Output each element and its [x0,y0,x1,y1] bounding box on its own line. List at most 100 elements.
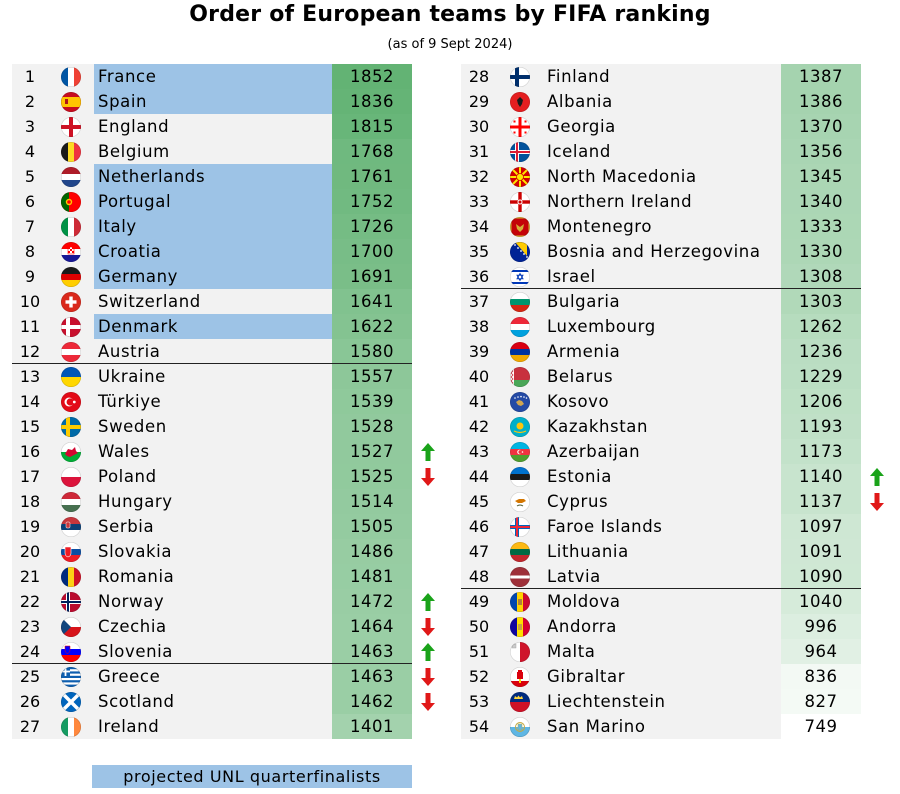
team-points: 1137 [781,489,861,514]
belgium-flag-icon [48,139,94,164]
team-name: Croatia [94,239,332,264]
arrow-cell-empty [861,214,893,239]
slovakia-flag-icon [48,539,94,564]
ukraine-flag-icon [48,364,94,389]
ranking-row-latvia: 48 Latvia 1090 [461,564,893,589]
team-name: Bosnia and Herzegovina [543,239,781,264]
team-points: 1091 [781,539,861,564]
ranking-row-portugal: 6 Portugal 1752 [12,189,444,214]
arrow-cell-empty [412,714,444,739]
team-points: 964 [781,639,861,664]
team-name: Kazakhstan [543,414,781,439]
rank-number: 31 [461,139,497,164]
rank-number: 27 [12,714,48,739]
rank-number: 44 [461,464,497,489]
arrow-cell-empty [412,189,444,214]
rank-number: 21 [12,564,48,589]
team-points: 1387 [781,64,861,89]
ranking-row-georgia: 30 Georgia 1370 [461,114,893,139]
ranking-row-finland: 28 Finland 1387 [461,64,893,89]
team-points: 836 [781,664,861,689]
arrow-up-icon [412,589,444,614]
team-points: 1528 [332,414,412,439]
rank-number: 37 [461,289,497,314]
wales-flag-icon [48,439,94,464]
rank-number: 46 [461,514,497,539]
montenegro-flag-icon [497,214,543,239]
team-points: 996 [781,614,861,639]
rank-number: 39 [461,339,497,364]
ranking-row-wales: 16 Wales 1527 [12,439,444,464]
team-name: Andorra [543,614,781,639]
denmark-flag-icon [48,314,94,339]
ranking-row-armenia: 39 Armenia 1236 [461,339,893,364]
arrow-down-icon [412,664,444,689]
team-points: 1333 [781,214,861,239]
iceland-flag-icon [497,139,543,164]
ranking-row-israel: 36 Israel 1308 [461,264,893,289]
team-name: Liechtenstein [543,689,781,714]
ranking-row-serbia: 19 Serbia 1505 [12,514,444,539]
team-name: Albania [543,89,781,114]
ranking-row-spain: 2 Spain 1836 [12,89,444,114]
rank-number: 10 [12,289,48,314]
team-points: 1641 [332,289,412,314]
rank-number: 53 [461,689,497,714]
arrow-cell-empty [412,564,444,589]
team-points: 1525 [332,464,412,489]
team-points: 1463 [332,664,412,689]
ireland-flag-icon [48,714,94,739]
team-name: Kosovo [543,389,781,414]
armenia-flag-icon [497,339,543,364]
team-name: Hungary [94,489,332,514]
ranking-row-scotland: 26 Scotland 1462 [12,689,444,714]
ranking-row-faroe-islands: 46 Faroe Islands 1097 [461,514,893,539]
arrow-cell-empty [861,289,893,314]
team-name: Montenegro [543,214,781,239]
arrow-cell-empty [861,639,893,664]
ranking-row-bosnia-and-herzegovina: 35 Bosnia and Herzegovina 1330 [461,239,893,264]
team-name: Portugal [94,189,332,214]
team-name: Italy [94,214,332,239]
ranking-row-malta: 51 Malta 964 [461,639,893,664]
ranking-column-right: 28 Finland 1387 29 Albania 1386 30 Georgia 1370 3… [461,64,893,739]
san-marino-flag-icon [497,714,543,739]
arrow-up-icon [861,464,893,489]
arrow-cell-empty [861,589,893,614]
page-title: Order of European teams by FIFA ranking [189,2,711,27]
kosovo-flag-icon [497,389,543,414]
rank-number: 47 [461,539,497,564]
arrow-cell-empty [861,89,893,114]
rank-number: 2 [12,89,48,114]
ranking-row-kosovo: 41 Kosovo 1206 [461,389,893,414]
ranking-row-luxembourg: 38 Luxembourg 1262 [461,314,893,339]
romania-flag-icon [48,564,94,589]
netherlands-flag-icon [48,164,94,189]
arrow-down-icon [412,614,444,639]
arrow-cell-empty [412,539,444,564]
arrow-cell-empty [861,514,893,539]
team-name: Sweden [94,414,332,439]
team-points: 1303 [781,289,861,314]
ranking-row-france: 1 France 1852 [12,64,444,89]
rank-number: 29 [461,89,497,114]
team-name: Poland [94,464,332,489]
france-flag-icon [48,64,94,89]
team-points: 1768 [332,139,412,164]
ranking-row-iceland: 31 Iceland 1356 [461,139,893,164]
poland-flag-icon [48,464,94,489]
hungary-flag-icon [48,489,94,514]
arrow-cell-empty [861,364,893,389]
rank-number: 50 [461,614,497,639]
ranking-row-sweden: 15 Sweden 1528 [12,414,444,439]
team-points: 1815 [332,114,412,139]
austria-flag-icon [48,339,94,364]
rank-number: 23 [12,614,48,639]
team-name: England [94,114,332,139]
arrow-cell-empty [412,264,444,289]
team-points: 1193 [781,414,861,439]
rank-number: 14 [12,389,48,414]
ranking-row-norway: 22 Norway 1472 [12,589,444,614]
bosnia-flag-icon [497,239,543,264]
turkiye-flag-icon [48,389,94,414]
